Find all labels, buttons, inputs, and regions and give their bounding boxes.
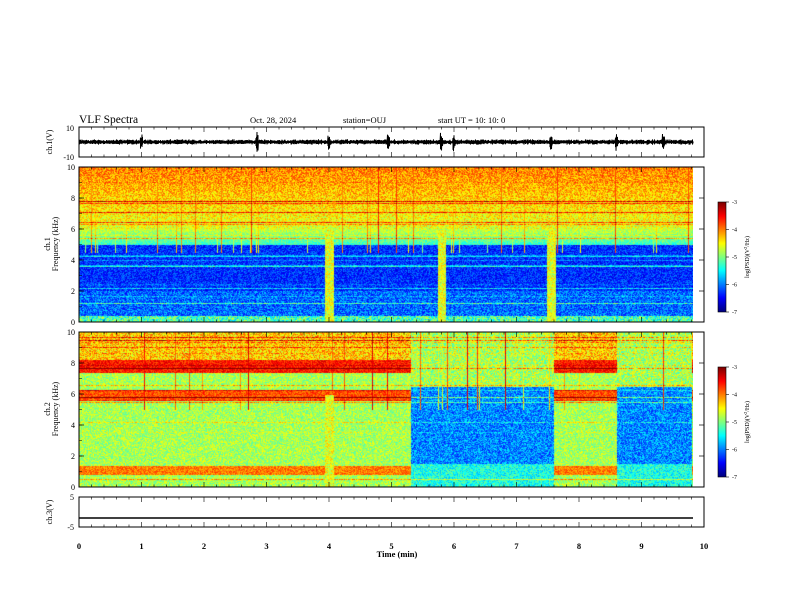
- station-label: station=OUJ: [343, 115, 387, 125]
- ch2-colorbar-label: log(PSD)(V2/Hz): [743, 401, 751, 443]
- ch1-ytick-bottom: -10: [63, 153, 74, 162]
- ch1-ytick-label: 0: [71, 318, 75, 327]
- ch2-colorbar-ticks: -3 -4 -5 -6 -7: [726, 365, 737, 481]
- ch1-colorbar-tick-label: -7: [732, 310, 737, 316]
- time-tick-label: 7: [514, 541, 519, 551]
- ch1-ytick-label: 4: [71, 256, 75, 265]
- ch2-colorbar: -3 -4 -5 -6 -7 log(PSD)(V2/Hz): [717, 365, 751, 481]
- ch1-colorbar-tick-label: -4: [732, 228, 737, 234]
- ch1-colorbar-tick-label: -3: [732, 200, 737, 206]
- time-axis-label: Time (min): [377, 549, 418, 559]
- ch1-waveform-panel: 10 -10 ch.1(V): [45, 124, 705, 162]
- ch1-ytick-top: 10: [66, 124, 74, 133]
- start-time-label: start UT = 10: 10: 0: [438, 115, 505, 125]
- ch3-waveform-ylabel: ch.3(V): [45, 499, 54, 524]
- ch2-ytick-label: 6: [71, 390, 75, 399]
- ch1-colorbar: -3 -4 -5 -6 -7 log(PSD)(V2/Hz): [717, 200, 751, 316]
- ch3-ytick-top: 5: [70, 493, 74, 502]
- ch2-colorbar-tick-label: -6: [732, 448, 737, 454]
- ch1-ytick-label: 8: [71, 194, 75, 203]
- ch2-spectrogram-image: [79, 332, 693, 487]
- time-tick-label: 6: [452, 541, 456, 551]
- time-tick-label: 2: [202, 541, 206, 551]
- ch1-spectrogram-yticks: 0 2 4 6 8 10: [67, 163, 704, 327]
- ch2-ytick-label: 4: [71, 421, 75, 430]
- ch2-spectrogram-yticks: 0 2 4 6 8 10: [67, 328, 704, 492]
- ch2-spectrogram-ylabel-frequency: Frequency (kHz): [51, 381, 60, 436]
- time-tick-label: 9: [639, 541, 643, 551]
- ch2-colorbar-tick-label: -5: [732, 420, 737, 426]
- ch1-waveform-line: [78, 131, 694, 152]
- ch1-colorbar-label: log(PSD)(V2/Hz): [743, 236, 751, 278]
- time-tick-label: 5: [389, 541, 393, 551]
- ch2-colorbar-image: [718, 367, 726, 477]
- time-tick-label: 4: [327, 541, 332, 551]
- ch1-colorbar-tick-label: -6: [732, 283, 737, 289]
- ch1-colorbar-image: [718, 202, 726, 312]
- time-tick-label: 3: [264, 541, 268, 551]
- ch1-colorbar-tick-label: -5: [732, 255, 737, 261]
- ch2-colorbar-tick-label: -4: [732, 393, 737, 399]
- ch2-colorbar-tick-label: -7: [732, 475, 737, 481]
- ch1-colorbar-ticks: -3 -4 -5 -6 -7: [726, 200, 737, 316]
- ch1-ytick-label: 6: [71, 225, 75, 234]
- ch1-spectrogram-ylabel-frequency: Frequency (kHz): [51, 216, 60, 271]
- figure-title: VLF Spectra: [79, 114, 138, 126]
- time-axis-tick-labels: 0 1 2 3 4 5 6 7 8 9 10: [77, 541, 708, 551]
- ch1-waveform-ylabel: ch.1(V): [45, 129, 54, 154]
- ch2-spectrogram-ylabel-channel: ch.2: [43, 402, 52, 416]
- time-axis-ticks: [78, 127, 705, 527]
- ch1-ytick-label: 10: [67, 163, 75, 172]
- ch3-waveform-panel: 5 -5 ch.3(V): [45, 493, 705, 532]
- ch2-ytick-label: 2: [71, 452, 75, 461]
- ch2-ytick-label: 10: [67, 328, 75, 337]
- time-tick-label: 10: [700, 541, 709, 551]
- date-label: Oct. 28, 2024: [250, 115, 297, 125]
- ch3-ytick-bottom: -5: [67, 523, 74, 532]
- ch2-colorbar-tick-label: -3: [732, 365, 737, 371]
- ch1-spectrogram-panel: ch.1 Frequency (kHz) 0 2 4 6 8 10 -3 -4 -5 -6 -7 …: [43, 163, 751, 327]
- ch1-spectrogram-ylabel-channel: ch.1: [43, 237, 52, 251]
- ch2-spectrogram-panel: ch.2 Frequency (kHz) 0 2 4 6 8 10 -3 -4 -5 -6 -7 …: [43, 328, 751, 492]
- time-tick-label: 0: [77, 541, 81, 551]
- ch2-ytick-label: 8: [71, 359, 75, 368]
- ch2-ytick-label: 0: [71, 483, 75, 492]
- ch1-spectrogram-image: [79, 167, 693, 322]
- time-tick-label: 8: [577, 541, 581, 551]
- ch1-ytick-label: 2: [71, 287, 75, 296]
- time-tick-label: 1: [139, 541, 143, 551]
